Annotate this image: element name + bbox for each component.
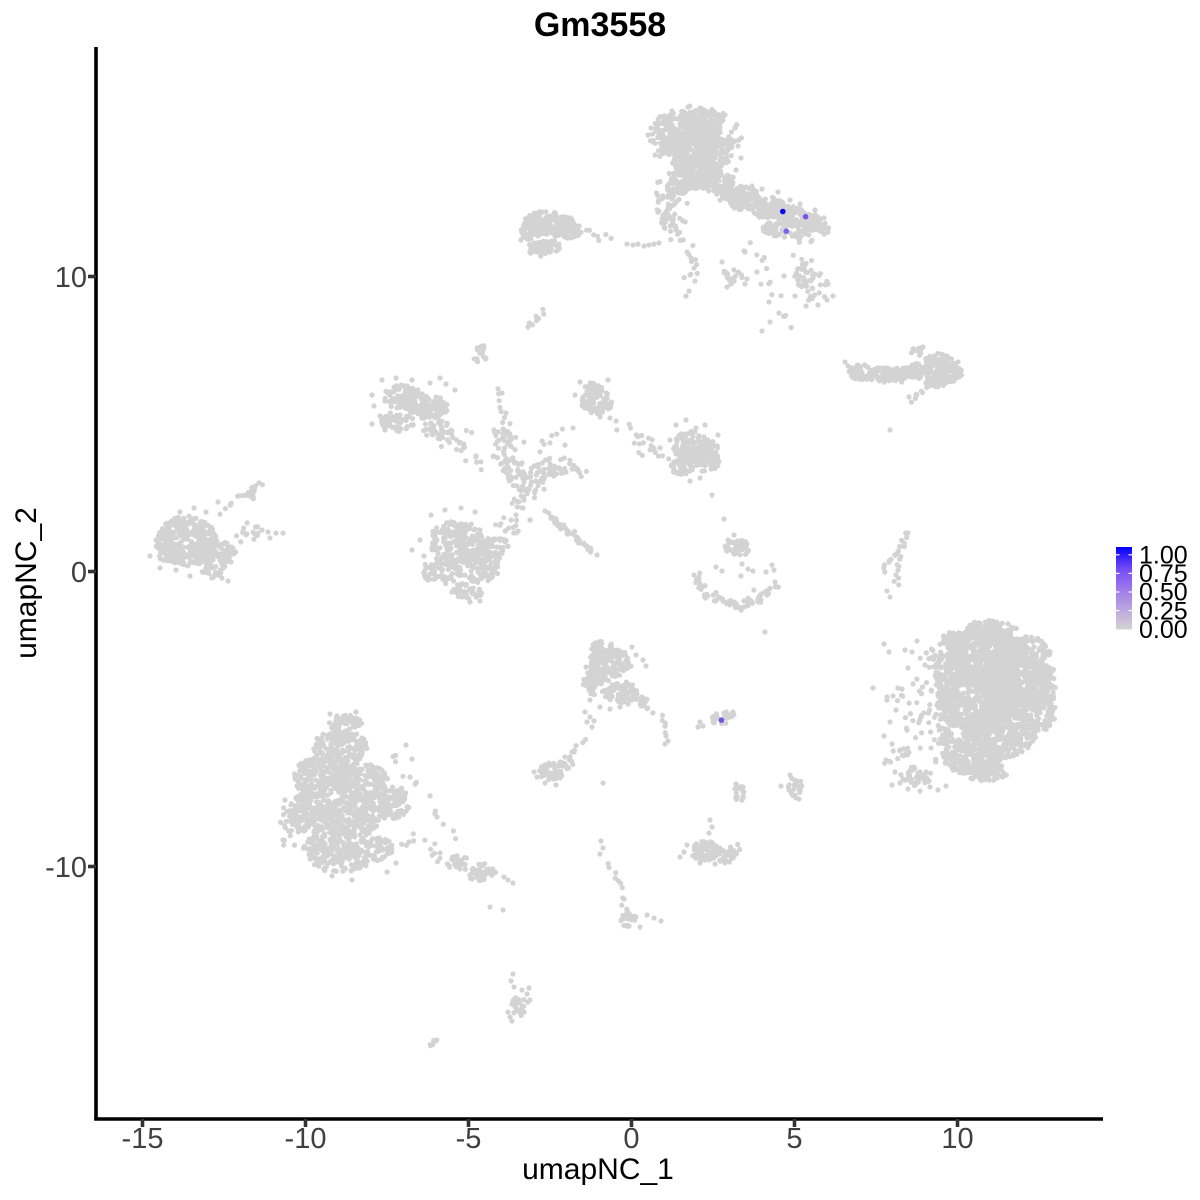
svg-text:0.25: 0.25 <box>1139 597 1188 625</box>
svg-text:0.50: 0.50 <box>1139 579 1188 607</box>
svg-text:0: 0 <box>71 557 87 589</box>
svg-text:umapNC_2: umapNC_2 <box>10 507 43 659</box>
svg-text:Gm3558: Gm3558 <box>534 6 666 44</box>
svg-text:10: 10 <box>941 1123 973 1155</box>
svg-text:-5: -5 <box>456 1123 482 1155</box>
svg-text:0: 0 <box>623 1123 639 1155</box>
svg-text:-15: -15 <box>122 1123 164 1155</box>
svg-text:-10: -10 <box>285 1123 327 1155</box>
svg-text:5: 5 <box>786 1123 802 1155</box>
svg-text:-10: -10 <box>45 852 87 884</box>
svg-text:1.00: 1.00 <box>1139 542 1188 570</box>
svg-text:10: 10 <box>55 262 87 294</box>
svg-text:umapNC_1: umapNC_1 <box>522 1153 674 1186</box>
svg-text:0.00: 0.00 <box>1139 616 1188 644</box>
svg-text:0.75: 0.75 <box>1139 560 1188 588</box>
